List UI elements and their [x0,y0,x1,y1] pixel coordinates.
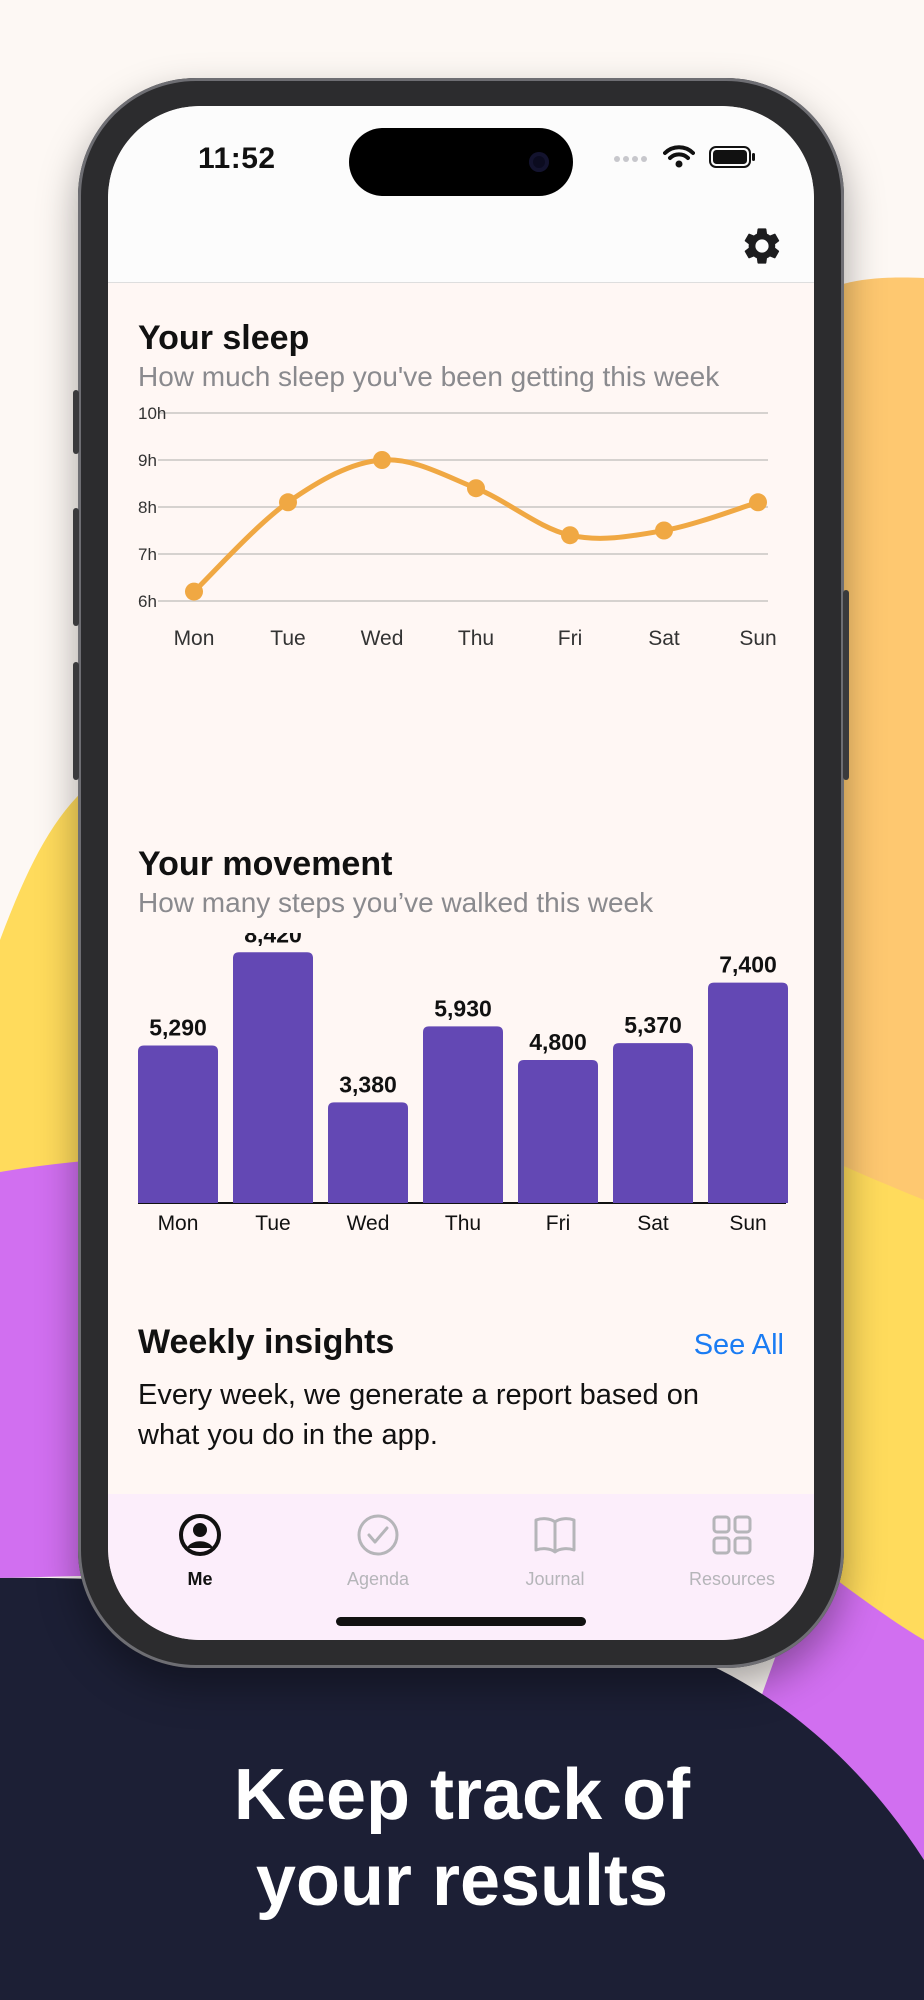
steps-value-label: 4,800 [529,1029,587,1055]
steps-x-tick-label: Sun [729,1212,766,1235]
steps-x-tick-label: Mon [158,1212,199,1235]
sleep-y-tick-label: 10h [138,404,166,423]
home-indicator[interactable] [336,1617,586,1626]
side-button-silent [73,390,79,454]
sleep-point-mon [185,582,203,601]
front-camera-icon [529,152,549,172]
see-all-link[interactable]: See All [693,1329,784,1361]
caption-line-2: your results [255,1841,669,1921]
sleep-point-thu [467,479,485,498]
tab-label-resources: Resources [688,1569,776,1589]
steps-x-tick-label: Fri [546,1212,571,1235]
side-button-volume-down [73,662,79,780]
steps-bar-wed [328,1102,408,1203]
checkmark-circle-icon [357,1514,399,1556]
tab-me[interactable]: Me [130,1512,270,1590]
steps-value-label: 8,420 [244,933,302,947]
sleep-section-title: Your sleep [138,319,310,357]
battery-icon [709,146,755,168]
grid-icon [712,1515,752,1555]
book-icon [534,1517,576,1554]
dynamic-island [349,128,573,196]
sleep-x-tick-label: Fri [558,627,583,650]
sleep-point-fri [561,526,579,545]
sleep-x-tick-label: Thu [458,627,494,650]
sleep-y-tick-label: 8h [138,498,157,517]
steps-bar-thu [423,1026,503,1203]
steps-x-tick-label: Wed [347,1212,390,1235]
sleep-point-sun [749,493,767,512]
steps-value-label: 5,370 [624,1012,682,1038]
steps-bar-tue [233,952,313,1203]
sleep-y-tick-label: 9h [138,451,157,470]
sleep-x-tick-label: Mon [174,627,215,650]
side-button-volume-up [73,508,79,626]
status-time: 11:52 [198,142,276,175]
sleep-point-tue [279,493,297,512]
movement-section-title: Your movement [138,845,393,883]
movement-section-subtitle: How many steps you’ve walked this week [138,887,654,918]
side-button-power [843,590,849,780]
status-icons [613,144,757,170]
sleep-line-chart: 6h 7h 8h 9h 10h Mon Tue Wed Thu Fri Sat Sun [138,404,777,650]
sleep-point-sat [655,521,673,540]
caption-line-1: Keep track of [233,1755,691,1835]
steps-value-label: 7,400 [719,952,777,978]
steps-value-label: 3,380 [339,1071,397,1097]
sleep-point-wed [373,451,391,469]
sleep-section-subtitle: How much sleep you've been getting this … [138,361,720,392]
sleep-y-tick-label: 7h [138,545,157,564]
weekly-insights-description: Every week, we generate a report based o… [138,1379,699,1451]
steps-x-tick-label: Thu [445,1212,481,1235]
tab-label-journal: Journal [525,1569,585,1589]
steps-value-label: 5,930 [434,995,492,1021]
tab-journal[interactable]: Journal [485,1512,625,1590]
sleep-y-tick-label: 6h [138,592,157,611]
bg-dark-shape [0,1577,924,2000]
tab-bar: Me Agenda Journal Resources [108,1494,814,1640]
steps-x-tick-label: Sat [637,1212,669,1235]
cellular-signal-icon [614,156,647,162]
tab-label-agenda: Agenda [346,1569,410,1589]
app-screen: 11:52 Your sleep How [108,106,814,1640]
steps-bar-sat [613,1043,693,1203]
tab-resources[interactable]: Resources [662,1512,802,1590]
steps-bar-chart: 5,290 Mon 8,420 Tue 3,380 Wed 5,930 Thu 4,800 Fri… [138,933,788,1235]
steps-bar-sun [708,982,788,1203]
steps-x-tick-label: Tue [255,1212,290,1235]
sleep-x-tick-label: Sun [739,627,776,650]
weekly-insights-title: Weekly insights [138,1323,395,1361]
sleep-x-tick-label: Wed [361,627,404,650]
settings-gear-icon[interactable] [740,224,784,268]
sleep-x-tick-label: Tue [270,627,305,650]
steps-value-label: 5,290 [149,1014,207,1040]
person-circle-icon [179,1514,221,1556]
status-bar: 11:52 [108,106,814,216]
wifi-icon [663,145,695,168]
sleep-x-tick-label: Sat [648,627,680,650]
steps-bar-mon [138,1045,218,1203]
navigation-bar [108,216,814,283]
tab-agenda[interactable]: Agenda [308,1512,448,1590]
tab-label-me: Me [187,1569,213,1589]
steps-bar-fri [518,1060,598,1203]
